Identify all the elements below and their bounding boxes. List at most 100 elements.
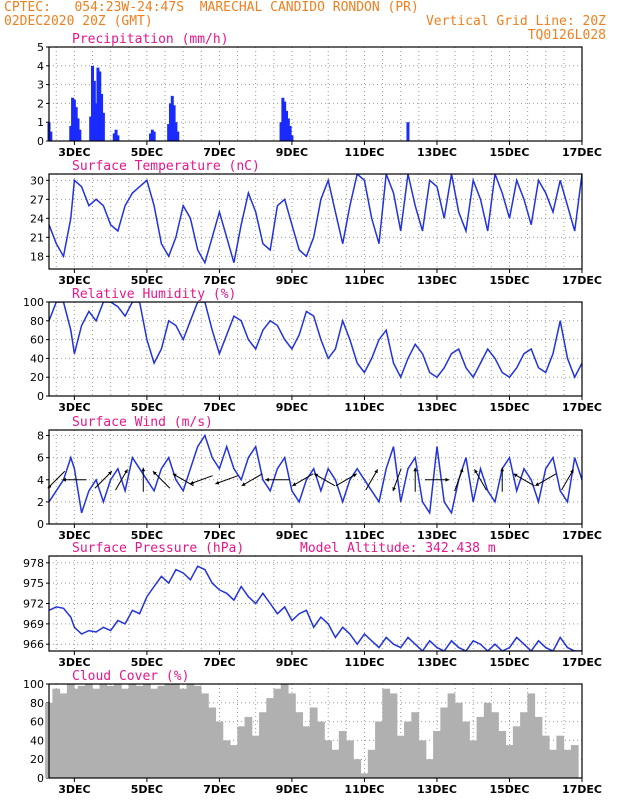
wind-arrow-head [513,473,518,478]
y-tick-label: 8 [37,430,44,443]
panel-title: Surface Pressure (hPa) [72,541,244,556]
panel-title: Relative Humidity (%) [72,287,236,302]
panel-title: Surface Temperature (nC) [72,159,260,174]
cloud-bar [128,684,137,778]
cloud-bar [106,685,115,778]
wind-arrow-head [445,477,449,482]
cloud-bar [462,721,470,778]
x-tick-label: 17DEC [562,146,602,159]
cloud-bar [382,688,391,778]
y-tick-label: 30 [30,174,44,187]
cloud-bar [556,735,565,778]
wind-arrow [313,473,336,487]
y-tick-label: 80 [30,315,44,328]
cloud-bar [230,745,238,778]
precip-bar [150,129,154,141]
wind-arrow-head [535,482,540,486]
cloud-bar [469,740,478,778]
cloud-bar [121,688,130,778]
panel-frame [48,301,583,397]
precip-bar [72,99,76,141]
wind-arrow-head [392,487,396,491]
panel-frame [48,555,583,652]
y-tick-label: 40 [30,734,44,747]
y-tick-label: 4 [37,60,44,73]
wind-arrow-head [265,477,269,482]
panel-frame [48,173,583,270]
cloud-bar [483,702,492,778]
cloud-bar [440,707,449,778]
cloud-bar [317,721,325,778]
cloud-bar [302,726,311,778]
x-tick-label: 13DEC [417,783,457,796]
x-tick-label: 7DEC [203,401,235,414]
y-tick-label: 2 [37,496,44,509]
wind-arrow [474,469,487,491]
cloud-bar [266,698,275,778]
wind-arrow-head [374,469,378,474]
precip-bar [76,118,80,141]
cloud-bar [360,773,369,778]
wind-arrow-head [292,482,297,486]
cloud-bar [172,684,180,778]
x-tick-label: 17DEC [562,401,602,414]
y-tick-label: 966 [23,638,44,651]
precip-bar [49,131,53,141]
cloud-bar [237,726,246,778]
wind-arrow-head [314,473,319,478]
y-tick-label: 972 [23,598,44,611]
cloud-bar [570,745,579,778]
precip-bar [290,135,294,141]
panel-frame [48,683,583,779]
x-tick-label: 13DEC [417,401,457,414]
x-tick-label: 7DEC [203,656,235,669]
precip-bar [69,125,73,141]
precip-bar [149,133,153,141]
panel-4: 966 969 972 975 978 3DEC 5DEC 7DEC 9DEC 11DEC 13DE… [23,541,602,669]
cloud-bar [164,684,173,778]
series-line [49,433,582,516]
cloud-bar [331,749,340,778]
cloud-bar [70,688,79,778]
series-line [49,174,582,265]
x-tick-label: 13DEC [417,274,457,287]
wind-arrow-head [413,467,418,472]
precip-bar [100,94,104,141]
cloud-bar [418,740,427,778]
x-tick-label: 3DEC [58,783,90,796]
x-tick-label: 17DEC [562,656,602,669]
cloud-bar [201,693,209,778]
x-tick-label: 15DEC [489,401,529,414]
cloud-bar [295,712,304,778]
x-tick-label: 13DEC [417,146,457,159]
wind-arrow [241,473,263,487]
y-tick-label: 80 [30,697,44,710]
y-tick-label: 0 [37,135,44,148]
cloud-bar [179,688,188,778]
wind-arrow [454,468,464,492]
y-tick-label: 40 [30,352,44,365]
panel-0: 0 1 2 3 4 5 3DEC 5DEC 7DEC 9DEC 11DEC 13DEC 15DEC 17D… [37,32,602,159]
series-line [49,302,582,380]
panel-2: 0 20 40 60 80 100 3DEC 5DEC 7DEC 9DEC 11DEC 13DEC 15… [23,287,602,414]
panel-frame [48,429,583,525]
wind-arrow-head [62,477,66,482]
wind-arrow-head [241,482,246,486]
cloud-bar [367,749,376,778]
x-tick-label: 9DEC [276,146,308,159]
cloud-bar [150,688,159,778]
y-tick-label: 3 [37,79,44,92]
y-tick-label: 20 [30,753,44,766]
cloud-bar [114,684,122,778]
wind-arrow [189,475,213,485]
x-tick-label: 11DEC [344,274,384,287]
panel-annotation: Model Altitude: 342.438 m [300,541,496,556]
wind-arrow [292,473,314,487]
wind-arrow [215,475,239,485]
precip-bar [114,129,118,141]
precip-bar [406,122,410,141]
series-line [49,565,582,651]
y-tick-label: 975 [23,577,44,590]
x-tick-label: 15DEC [489,274,529,287]
precip-bar [172,105,176,141]
